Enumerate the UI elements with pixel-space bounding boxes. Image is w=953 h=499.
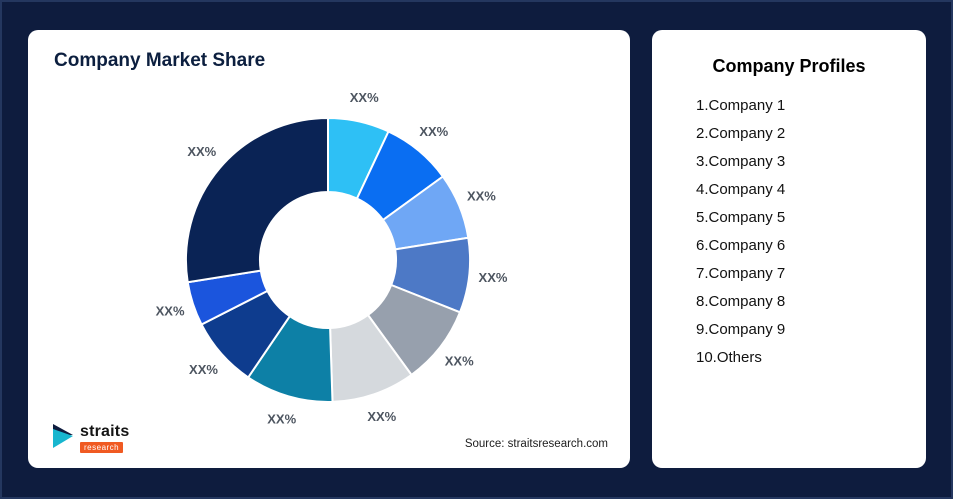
- slice-label: XX%: [189, 362, 218, 377]
- slice-label: XX%: [156, 303, 185, 318]
- company-list-item: 2.Company 2: [696, 124, 786, 142]
- straits-research-logo: straits research: [52, 423, 129, 454]
- company-list-item: 10.Others: [696, 348, 762, 366]
- company-list-item: 3.Company 3: [696, 152, 786, 170]
- source-attribution: Source: straitsresearch.com: [464, 438, 608, 450]
- chart-title: Company Market Share: [54, 50, 266, 71]
- profiles-title: Company Profiles: [712, 56, 866, 76]
- straits-logo-icon: [52, 423, 74, 454]
- company-list-item: 1.Company 1: [696, 96, 786, 114]
- slice-label: XX%: [445, 354, 474, 369]
- company-list: 1.Company 1 2.Company 2 3.Company 3 4.Compa…: [652, 91, 926, 371]
- company-list-item: 5.Company 5: [696, 208, 786, 226]
- market-share-card: Company Market Share XX% XX% XX% XX% XX% XX% X…: [28, 30, 630, 468]
- company-list-item: 8.Company 8: [696, 292, 786, 310]
- donut-chart: XX% XX% XX% XX% XX% XX% XX% XX% XX% XX%: [28, 70, 630, 448]
- slice-label: XX%: [367, 409, 396, 424]
- company-list-item: 4.Company 4: [696, 180, 786, 198]
- slice-label: XX%: [350, 90, 379, 105]
- slice-label: XX%: [187, 144, 216, 159]
- company-list-item: 6.Company 6: [696, 236, 786, 254]
- logo-subtitle: research: [80, 442, 124, 453]
- slice-label: XX%: [479, 270, 508, 285]
- slice-label: XX%: [467, 189, 496, 204]
- company-list-item: 7.Company 7: [696, 264, 786, 282]
- donut-slice: [184, 116, 329, 284]
- company-list-item: 9.Company 9: [696, 320, 786, 338]
- company-profiles-card: Company Profiles 1.Company 1 2.Company 2 3…: [652, 30, 926, 468]
- slice-label: XX%: [419, 124, 448, 139]
- donut-svg: XX% XX% XX% XX% XX% XX% XX% XX% XX% XX%: [156, 90, 508, 426]
- logo-name: straits: [80, 423, 130, 440]
- slice-label: XX%: [267, 411, 296, 426]
